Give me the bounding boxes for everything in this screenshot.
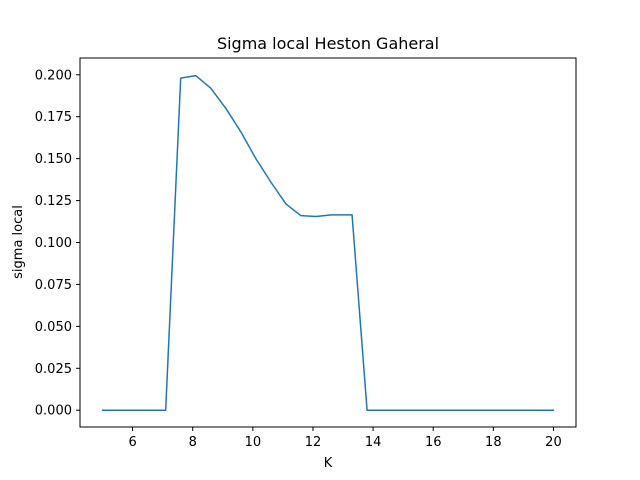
x-axis-label: K (324, 456, 333, 471)
series-line-0 (101, 74, 555, 411)
y-axis-label: sigma local (11, 205, 26, 279)
y-tick-label: 0.025 (35, 362, 72, 377)
x-tick-label: 20 (545, 435, 562, 450)
y-axis: 0.000 0.025 0.050 0.075 0.100 0.125 0.150 0.175… (35, 68, 80, 419)
y-tick-label: 0.050 (35, 320, 72, 335)
y-tick-label: 0.150 (35, 152, 72, 167)
x-tick-label: 8 (189, 435, 197, 450)
x-tick-label: 10 (245, 435, 262, 450)
x-axis: 6 8 10 12 14 16 18 20 (128, 427, 562, 450)
y-tick-label: 0.100 (35, 236, 72, 251)
x-tick-label: 14 (365, 435, 382, 450)
chart-title: Sigma local Heston Gaheral (217, 34, 439, 53)
y-tick-label: 0.125 (35, 194, 72, 209)
x-tick-label: 18 (485, 435, 502, 450)
y-tick-label: 0.075 (35, 278, 72, 293)
y-tick-label: 0.000 (35, 404, 72, 419)
y-tick-label: 0.175 (35, 110, 72, 125)
x-tick-label: 16 (425, 435, 442, 450)
plot-area (101, 74, 555, 411)
y-tick-label: 0.200 (35, 68, 72, 83)
x-tick-label: 6 (128, 435, 136, 450)
x-tick-label: 12 (305, 435, 322, 450)
